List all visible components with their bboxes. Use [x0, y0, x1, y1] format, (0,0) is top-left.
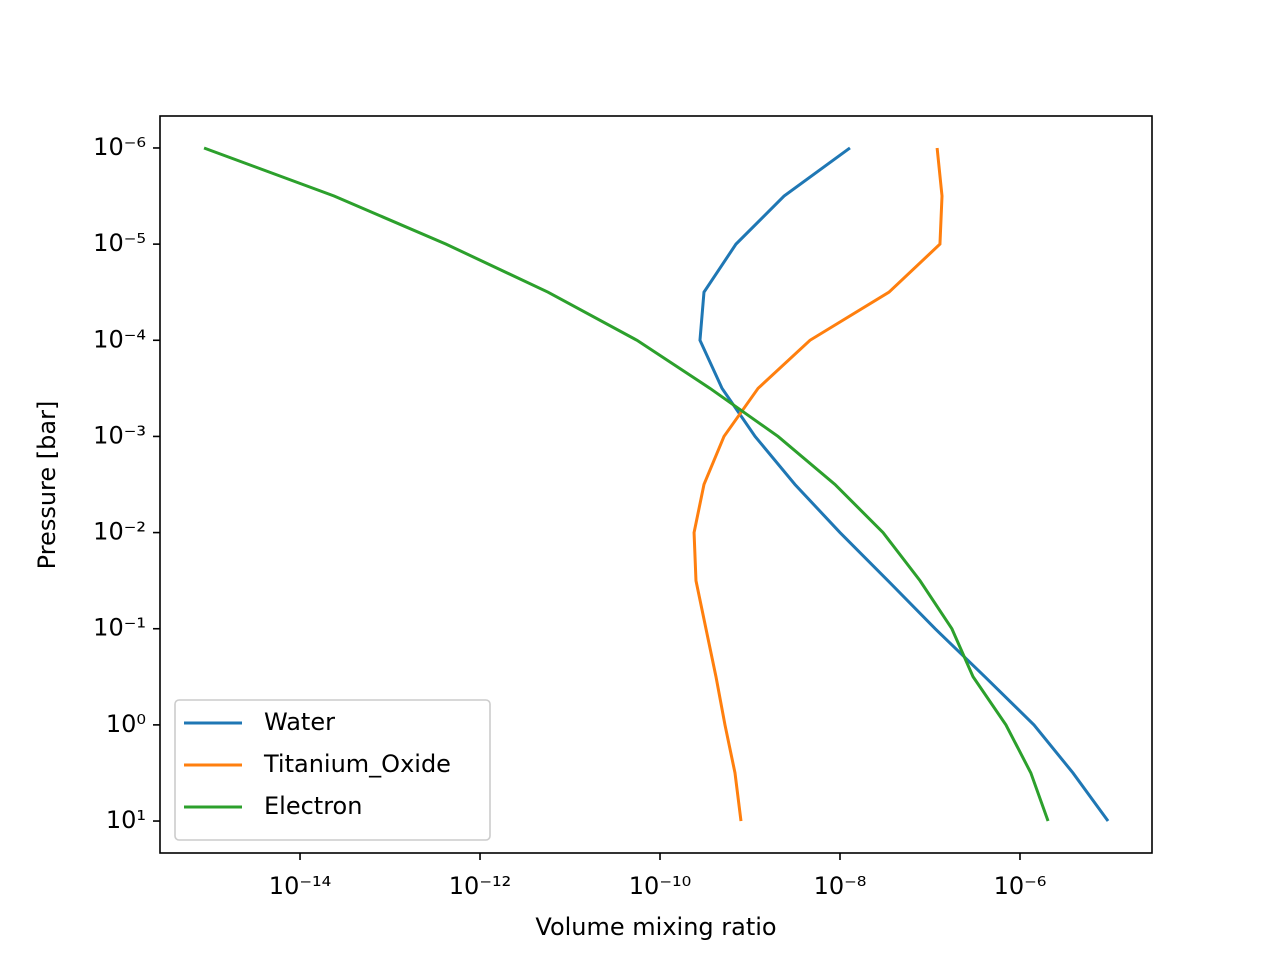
- legend-label: Electron: [264, 792, 362, 820]
- y-axis-label: Pressure [bar]: [33, 401, 61, 570]
- y-tick-label: 10¹: [106, 806, 146, 834]
- y-tick-label: 10⁰: [106, 710, 146, 738]
- x-axis-label: Volume mixing ratio: [535, 913, 776, 941]
- y-tick-label: 10⁻³: [93, 421, 146, 449]
- y-tick-label: 10⁻²: [93, 518, 146, 546]
- data-line: [203, 146, 1050, 822]
- data-line: [692, 147, 944, 822]
- data-line: [698, 146, 1110, 822]
- x-tick-label: 10⁻¹⁰: [629, 872, 691, 900]
- legend-box: [174, 699, 491, 841]
- y-tick-label: 10⁻⁴: [93, 325, 146, 353]
- plot-frame: [159, 115, 1153, 854]
- x-tick-label: 10⁻⁸: [814, 872, 867, 900]
- x-tick-label: 10⁻¹²: [449, 872, 511, 900]
- x-tick-label: 10⁻¹⁴: [269, 872, 331, 900]
- y-tick-label: 10⁻⁵: [93, 229, 146, 257]
- legend-label: Titanium_Oxide: [263, 750, 451, 778]
- x-tick-label: 10⁻⁶: [994, 872, 1047, 900]
- y-tick-label: 10⁻¹: [93, 614, 146, 642]
- legend-label: Water: [264, 708, 335, 736]
- y-tick-label: 10⁻⁶: [93, 133, 146, 161]
